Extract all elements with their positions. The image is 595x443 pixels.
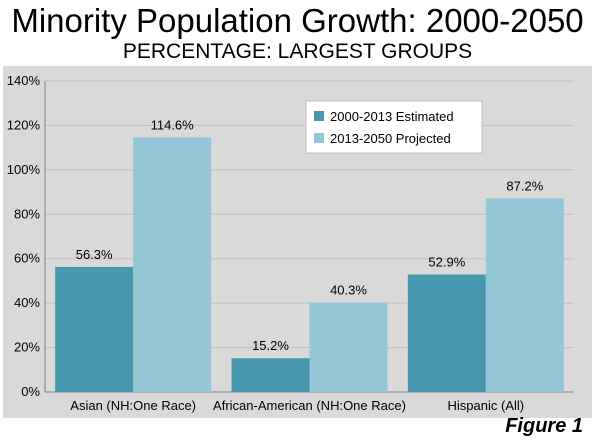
bar-estimated [231,358,310,392]
chart-subtitle: PERCENTAGE: LARGEST GROUPS [122,40,473,63]
x-category-label: Hispanic (All) [448,398,525,413]
y-tick-label: 80% [14,206,40,221]
legend-label: 2013-2050 Projected [330,131,451,146]
x-category-label: Asian (NH:One Race) [70,398,196,413]
data-label: 87.2% [506,178,543,193]
y-tick-label: 20% [14,340,40,355]
legend-swatch [314,133,324,143]
data-label: 114.6% [151,117,195,132]
y-tick-label: 40% [14,295,40,310]
y-tick-label: 0% [21,384,40,399]
legend-box [305,100,483,154]
bar-projected [133,137,212,392]
y-tick-label: 140% [7,73,41,88]
legend-label: 2000-2013 Estimated [330,109,454,124]
data-label: 52.9% [428,254,465,269]
figure-label: Figure 1 [505,415,583,437]
data-label: 15.2% [252,338,289,353]
bar-estimated [55,266,134,392]
bar-projected [485,198,564,392]
y-tick-label: 60% [14,251,40,266]
bar-projected [309,302,388,392]
chart-title: Minority Population Growth: 2000-2050 [11,2,584,39]
y-tick-label: 100% [7,162,41,177]
bar-estimated [407,274,486,392]
y-tick-label: 120% [7,117,41,132]
data-label: 40.3% [330,282,367,297]
legend-swatch [314,111,324,121]
x-category-label: African-American (NH:One Race) [213,398,406,413]
data-label: 56.3% [76,247,113,262]
